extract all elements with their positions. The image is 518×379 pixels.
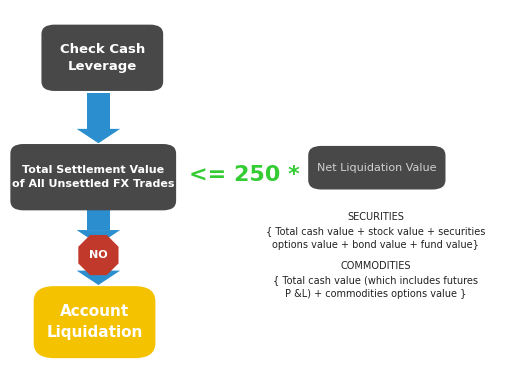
- FancyBboxPatch shape: [41, 25, 163, 91]
- Polygon shape: [77, 230, 120, 244]
- Polygon shape: [77, 271, 120, 285]
- Text: SECURITIES
{ Total cash value + stock value + securities
options value + bond va: SECURITIES { Total cash value + stock va…: [266, 212, 485, 250]
- Text: Check Cash
Leverage: Check Cash Leverage: [60, 42, 145, 73]
- FancyBboxPatch shape: [10, 144, 176, 210]
- Text: NO: NO: [89, 250, 108, 260]
- Polygon shape: [77, 129, 120, 143]
- Polygon shape: [87, 258, 110, 271]
- Polygon shape: [87, 93, 110, 129]
- Text: Total Settlement Value
of All Unsettled FX Trades: Total Settlement Value of All Unsettled …: [12, 165, 175, 189]
- FancyBboxPatch shape: [34, 286, 155, 358]
- Text: COMMODITIES
{ Total cash value (which includes futures
P &L) + commodities optio: COMMODITIES { Total cash value (which in…: [273, 262, 478, 299]
- Text: Account
Liquidation: Account Liquidation: [46, 304, 143, 340]
- Polygon shape: [78, 235, 119, 275]
- Text: Net Liquidation Value: Net Liquidation Value: [317, 163, 437, 173]
- Text: <= 250 *: <= 250 *: [189, 166, 300, 185]
- FancyBboxPatch shape: [308, 146, 445, 190]
- Polygon shape: [87, 210, 110, 230]
